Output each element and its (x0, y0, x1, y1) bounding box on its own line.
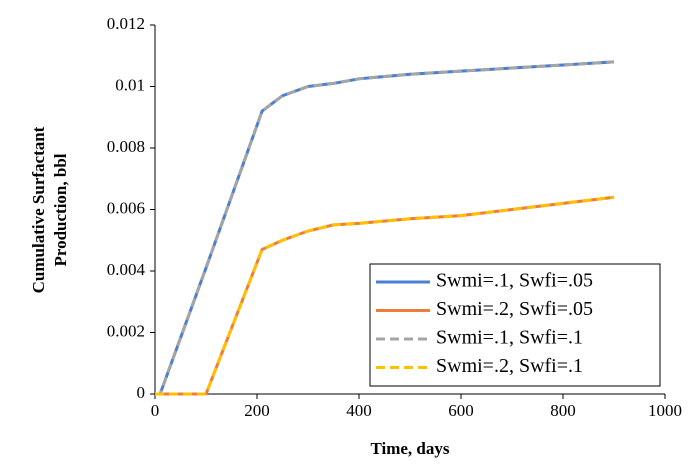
x-tick-label: 1000 (648, 401, 682, 420)
legend-label: Swmi=.1, Swfi=.05 (436, 270, 593, 292)
legend-label: Swmi=.2, Swfi=.1 (436, 355, 583, 377)
y-axis-title: Cumulative Surfactant Production, bbl (29, 126, 70, 293)
y-tick-label: 0.008 (107, 137, 145, 156)
x-tick-label: 200 (244, 401, 270, 420)
legend-label: Swmi=.1, Swfi=.1 (436, 327, 583, 349)
y-tick-label: 0.004 (107, 260, 146, 279)
legend: Swmi=.1, Swfi=.05 Swmi=.2, Swfi=.05 Swmi=.… (369, 263, 661, 387)
x-tick-label: 800 (550, 401, 576, 420)
x-axis-title: Time, days (370, 439, 449, 458)
x-tick-label: 0 (151, 401, 160, 420)
x-tick-label: 400 (346, 401, 372, 420)
series-line (155, 195, 615, 396)
legend-label: Swmi=.2, Swfi=.05 (436, 298, 593, 320)
x-tick-label: 600 (448, 401, 474, 420)
y-tick-label: 0.002 (107, 321, 145, 340)
y-tick-label: 0.012 (107, 14, 145, 33)
y-tick-label: 0.006 (107, 198, 145, 217)
y-axis-title-line: Production, bbl (51, 153, 70, 266)
y-axis-title-line: Cumulative Surfactant (29, 126, 48, 293)
y-tick-label: 0.01 (115, 75, 145, 94)
series-line (155, 60, 615, 396)
legend-box (369, 263, 661, 387)
y-tick-label: 0 (137, 383, 146, 402)
